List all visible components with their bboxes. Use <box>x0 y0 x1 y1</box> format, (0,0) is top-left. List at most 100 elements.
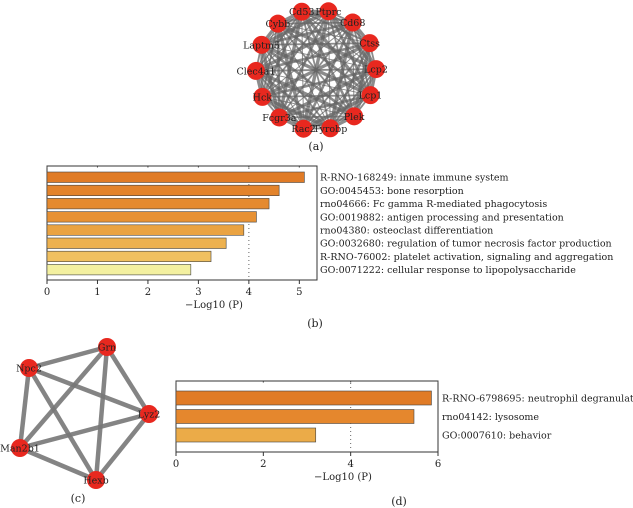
x-tick-label: 2 <box>145 287 151 298</box>
node-label: Ptprc <box>315 7 341 18</box>
panel-label-c: (c) <box>71 492 86 505</box>
panel-label-b: (b) <box>307 317 323 330</box>
bar <box>46 184 280 196</box>
node-circle <box>140 405 158 423</box>
enrichment-chart-d: R-RNO-6798695: neutrophil degranulation r… <box>173 380 633 483</box>
node-circle <box>87 471 105 489</box>
network-edge <box>261 23 279 98</box>
node-label: Man2b1 <box>0 444 40 455</box>
node-label: Laptm5 <box>243 40 280 51</box>
enrichment-chart-b: R-RNO-168249: innate immune system GO:004… <box>44 165 613 311</box>
network-edge <box>255 69 355 118</box>
bar-category-label: rno04380: osteoclast differentiation <box>320 225 493 236</box>
node-label: Grn <box>98 343 116 354</box>
network-edge <box>262 67 377 99</box>
node-circle <box>253 87 272 106</box>
network-node-lcp2: Lcp2 <box>364 60 388 79</box>
network-edge <box>94 412 151 482</box>
node-label: Clec4a1 <box>236 66 275 77</box>
x-axis-label: −Log10 (P) <box>314 472 372 483</box>
node-label: Ctss <box>359 39 380 50</box>
node-label: Cybb <box>265 19 290 30</box>
network-edge <box>277 22 372 97</box>
network-edge <box>277 22 377 71</box>
x-tick-label: 3 <box>195 287 201 298</box>
network-edge <box>262 94 371 98</box>
node-circle <box>252 35 271 54</box>
network-edge <box>28 344 108 371</box>
node-circle <box>20 359 38 377</box>
bar <box>175 409 415 424</box>
node-label: Lyz2 <box>138 410 161 421</box>
network-node-hexb: Hexb <box>83 471 109 489</box>
x-axis-label: −Log10 (P) <box>185 300 243 311</box>
network-edge <box>260 44 331 129</box>
network-node-npc2: Npc2 <box>16 359 42 377</box>
network-edge <box>277 21 353 25</box>
network-edge <box>27 366 98 482</box>
panel-label-a: (a) <box>308 140 323 153</box>
network-edge <box>19 411 150 451</box>
network-edge <box>262 96 355 117</box>
network-node-cd68: Cd68 <box>340 13 365 32</box>
bar <box>46 264 192 276</box>
network-edge <box>277 23 355 117</box>
plot-frame <box>46 165 318 281</box>
network-edge <box>276 23 306 130</box>
node-circle <box>292 2 311 21</box>
bar-category-label: GO:0007610: behavior <box>442 430 552 441</box>
network-edge <box>261 44 377 70</box>
bar <box>175 390 432 406</box>
network-node-lyz2: Lyz2 <box>138 405 161 423</box>
top-tick-dot <box>262 381 264 383</box>
top-tick-dot <box>248 166 250 168</box>
x-tick-label: 0 <box>173 459 179 470</box>
bar-category-label: R-RNO-168249: innate immune system <box>320 173 509 184</box>
network-edge <box>302 42 371 130</box>
network-c-edges <box>17 344 151 483</box>
top-tick-dot <box>96 166 99 168</box>
network-edge <box>260 43 355 118</box>
network-node-plek: Plek <box>344 107 365 126</box>
network-edge <box>279 93 371 119</box>
bar-category-label: GO:0019882: antigen processing and prese… <box>320 212 564 223</box>
node-circle <box>366 60 385 79</box>
bar-category-label: GO:0045453: bone resorption <box>320 186 464 197</box>
network-node-rac2: Rac2 <box>291 119 316 138</box>
network-edge <box>255 69 332 130</box>
network-edge <box>327 11 356 117</box>
network-edge <box>255 41 370 73</box>
bar-category-label: GO:0032680: regulation of tumor necrosis… <box>320 239 612 250</box>
network-edge <box>327 10 378 71</box>
top-tick-dot <box>298 166 300 168</box>
node-circle <box>345 107 364 126</box>
bar-category-label: rno04666: Fc gamma R-mediated phagocytos… <box>320 199 547 210</box>
node-label: Lcp2 <box>364 65 388 76</box>
network-edge <box>328 22 355 129</box>
network-node-lcp1: Lcp1 <box>359 86 382 105</box>
network-edge <box>300 10 372 97</box>
node-label: Cd53 <box>289 7 314 18</box>
node-circle <box>294 119 313 138</box>
top-tick-dot <box>175 381 177 383</box>
network-edge <box>277 23 370 44</box>
network-node-man2b1: Man2b1 <box>0 439 40 457</box>
node-circle <box>11 439 29 457</box>
bar <box>46 250 212 262</box>
node-label: Tyrobp <box>313 124 347 135</box>
network-node-laptm5: Laptm5 <box>243 35 280 54</box>
node-circle <box>321 119 340 138</box>
network-edge <box>278 67 377 120</box>
network-node-fcgr3a: Fcgr3a <box>262 108 297 127</box>
network-edge <box>276 23 281 118</box>
network-node-tyrobp: Tyrobp <box>313 119 347 138</box>
bar <box>46 211 257 223</box>
top-tick-dot <box>197 166 200 168</box>
node-circle <box>343 13 362 32</box>
node-circle <box>247 61 266 80</box>
network-edge <box>19 445 97 483</box>
network-edge <box>255 20 354 73</box>
node-label: Hexb <box>83 476 108 487</box>
network-node-grn: Grn <box>98 338 116 356</box>
